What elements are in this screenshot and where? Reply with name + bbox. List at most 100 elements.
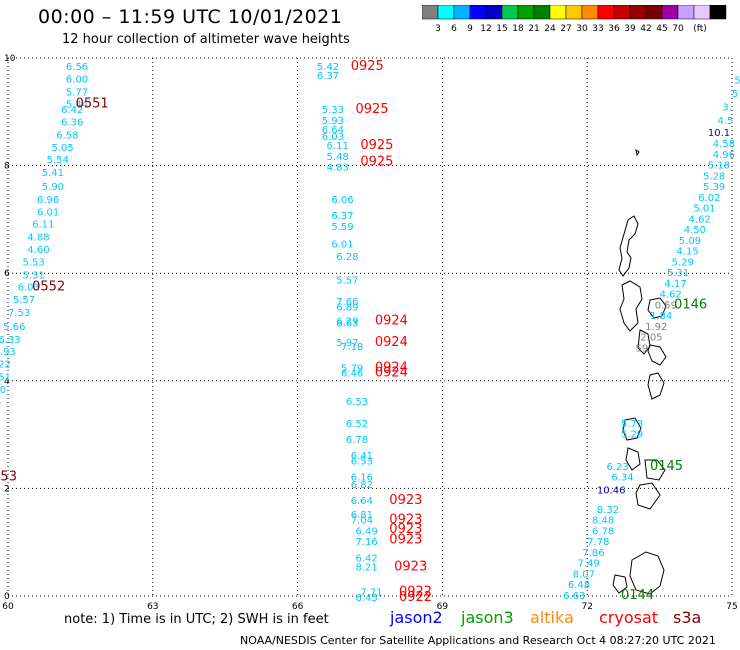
wave-height-value: 4.88 bbox=[27, 233, 49, 244]
wave-height-value: 6.37 bbox=[331, 211, 353, 222]
wave-height-value: 6.28 bbox=[336, 252, 358, 263]
island-outline bbox=[647, 344, 667, 366]
wave-height-value: 7.53 bbox=[8, 308, 30, 319]
wave-height-value: 6.00 bbox=[66, 74, 88, 85]
wave-height-value: 6.41 bbox=[351, 451, 373, 462]
wave-height-value: 5.57 bbox=[336, 276, 358, 287]
wave-height-value: 3. bbox=[722, 102, 732, 113]
wave-height-value: 6.34 bbox=[611, 473, 633, 484]
wave-height-value: 59 bbox=[635, 343, 648, 354]
island-outline bbox=[644, 459, 666, 481]
pass-time-label: 0923 bbox=[389, 513, 422, 528]
wave-height-value: 6.33 bbox=[0, 335, 21, 346]
source-credit: NOAA/NESDIS Center for Satellite Applica… bbox=[240, 634, 716, 647]
wave-height-value: 4.58 bbox=[713, 139, 735, 150]
wave-height-value: 5.01 bbox=[693, 204, 715, 215]
wave-height-value: 5 bbox=[732, 89, 738, 100]
pass-time-label: 0924 bbox=[375, 360, 408, 375]
wave-height-value: 6.36 bbox=[61, 117, 83, 128]
wave-height-value: 5.59 bbox=[331, 222, 353, 233]
y-tick-label: 6 bbox=[4, 269, 10, 279]
wave-height-value: 6.06 bbox=[331, 195, 353, 206]
wave-height-value: 6.23 bbox=[607, 462, 629, 473]
wave-height-value: 6.49 bbox=[356, 526, 378, 537]
x-tick-label: 60 bbox=[2, 602, 14, 612]
wave-height-value: 5.42 bbox=[317, 62, 339, 73]
wave-height-value: 7.71 bbox=[360, 588, 382, 599]
wave-height-value: 6.63 bbox=[336, 319, 358, 330]
pass-time-label: 0924 bbox=[375, 335, 408, 350]
wave-height-value: 7.18 bbox=[341, 342, 363, 353]
wave-height-value: 6.82 bbox=[351, 480, 373, 491]
colorbar-tick: 3 bbox=[435, 24, 441, 34]
colorbar-swatch bbox=[709, 5, 727, 20]
wave-height-value: 6.78 bbox=[592, 526, 614, 537]
wave-height-value: 6.01 bbox=[37, 207, 59, 218]
wave-height-value: 6.01 bbox=[331, 240, 353, 251]
pass-time-label: 0922 bbox=[399, 590, 432, 605]
wave-height-value: 6.53 bbox=[351, 456, 373, 467]
wave-height-value: 6.42 bbox=[356, 553, 378, 564]
wave-height-value: 5.29 bbox=[672, 257, 694, 268]
pass-time-label: 0146 bbox=[674, 297, 707, 312]
wave-height-value: 5.30 bbox=[0, 385, 6, 396]
pass-time-label: 0925 bbox=[356, 102, 389, 117]
wave-height-value: 6.48 bbox=[568, 580, 590, 591]
wave-height-value: 6.29 bbox=[336, 317, 358, 328]
wave-height-value: 2.05 bbox=[640, 333, 662, 344]
wave-height-value: 6.42 bbox=[61, 105, 83, 116]
pass-time-label: 0552 bbox=[32, 280, 65, 295]
wave-height-value: 6.37 bbox=[317, 71, 339, 82]
colorbar-tick: 9 bbox=[467, 24, 473, 34]
wave-height-value: 5.97 bbox=[336, 338, 358, 349]
colorbar-tick: (ft) bbox=[693, 24, 707, 34]
map-grid bbox=[7, 57, 733, 597]
wave-height-value: 5.31 bbox=[667, 268, 689, 279]
wave-height-value: 6.11 bbox=[32, 220, 54, 231]
x-tick-label: 75 bbox=[726, 602, 737, 612]
pass-time-label: 0145 bbox=[650, 459, 683, 474]
wave-height-value: 8.04 bbox=[0, 397, 1, 408]
wave-height-value: 5.05 bbox=[51, 143, 73, 154]
island-outline bbox=[635, 148, 640, 157]
wave-height-value: 8.07 bbox=[573, 569, 595, 580]
y-tick-label: 8 bbox=[4, 162, 10, 172]
wave-height-value: 5.44 bbox=[66, 100, 88, 111]
wave-height-value: 5.73 bbox=[621, 419, 643, 430]
wave-height-value: 5.53 bbox=[22, 257, 44, 268]
wave-height-value: 5.54 bbox=[47, 155, 69, 166]
colorbar-tick: 30 bbox=[576, 24, 588, 34]
colorbar-tick: 27 bbox=[560, 24, 571, 34]
island-outline bbox=[629, 551, 665, 595]
wave-height-value: 7.16 bbox=[356, 537, 378, 548]
wave-height-value: 5.93 bbox=[322, 116, 344, 127]
wave-height-value: 5.29 bbox=[621, 430, 643, 441]
wave-height-labels: 6.566.005.775.446.426.366.585.055.545.41… bbox=[0, 59, 740, 605]
wave-height-value: 6.56 bbox=[66, 62, 88, 73]
colorbar-tick: 6 bbox=[451, 24, 457, 34]
island-outline bbox=[619, 280, 643, 332]
pass-time-label: 0925 bbox=[351, 59, 384, 74]
wave-height-value: 4.62 bbox=[660, 290, 682, 301]
wave-height-value: 8.21 bbox=[356, 562, 378, 573]
wave-height-value: 6.52 bbox=[346, 419, 368, 430]
island-outline bbox=[637, 329, 651, 355]
island-outline bbox=[647, 372, 665, 400]
legend-jason2: jason2 bbox=[390, 608, 443, 627]
colorbar-tick: 45 bbox=[656, 24, 667, 34]
island-outline bbox=[647, 297, 667, 319]
wave-height-value: 5.09 bbox=[679, 236, 701, 247]
wave-height-value: 10.46 bbox=[597, 485, 626, 496]
pass-time-label: 0553 bbox=[0, 470, 17, 485]
colorbar-tick: 24 bbox=[544, 24, 556, 34]
wave-height-value: 5.22 bbox=[0, 360, 11, 371]
wave-height-value: 4.96 bbox=[713, 150, 735, 161]
wave-height-value: 7.49 bbox=[578, 559, 600, 570]
wave-height-value: 6.03 bbox=[322, 132, 344, 143]
y-tick-label: 0 bbox=[4, 592, 10, 602]
wave-height-value: 6.02 bbox=[698, 193, 720, 204]
island-outline bbox=[622, 417, 642, 441]
wave-height-value: 5.66 bbox=[3, 322, 25, 333]
wave-height-value: 6.58 bbox=[56, 130, 78, 141]
island-outline bbox=[612, 574, 628, 594]
